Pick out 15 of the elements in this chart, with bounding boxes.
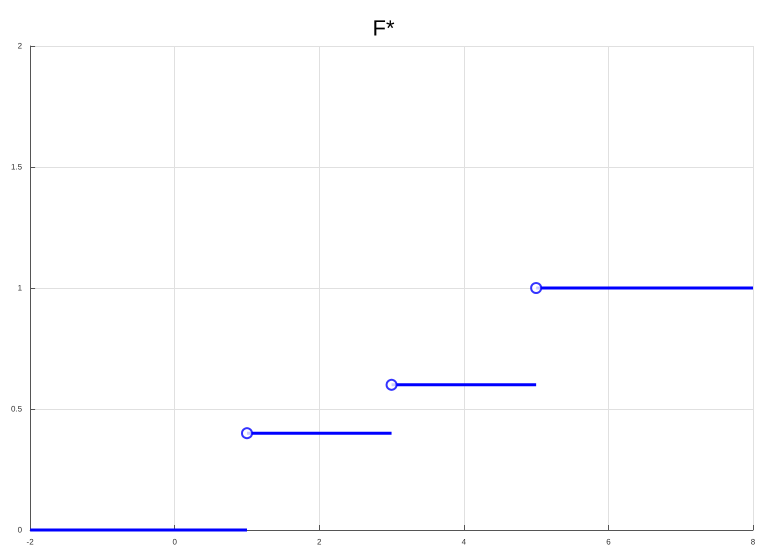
chart-title: F* [372, 16, 395, 40]
y-tick-label: 0 [18, 526, 23, 534]
y-tick-label: 1 [18, 284, 23, 292]
point [530, 282, 542, 294]
y-tick-label: 1.5 [10, 162, 23, 172]
x-tick-label: 0 [172, 538, 178, 546]
x-tick-label: 4 [462, 538, 467, 546]
y-tick-label: 2 [18, 42, 23, 50]
y-tick-label: 0.5 [10, 404, 23, 414]
point [386, 378, 398, 391]
x-tick-label: 2 [317, 538, 322, 546]
x-tick-label: 8 [750, 538, 756, 546]
x-tick-label: -2 [26, 538, 34, 546]
point [240, 427, 253, 440]
x-tick-label: 6 [606, 538, 612, 546]
